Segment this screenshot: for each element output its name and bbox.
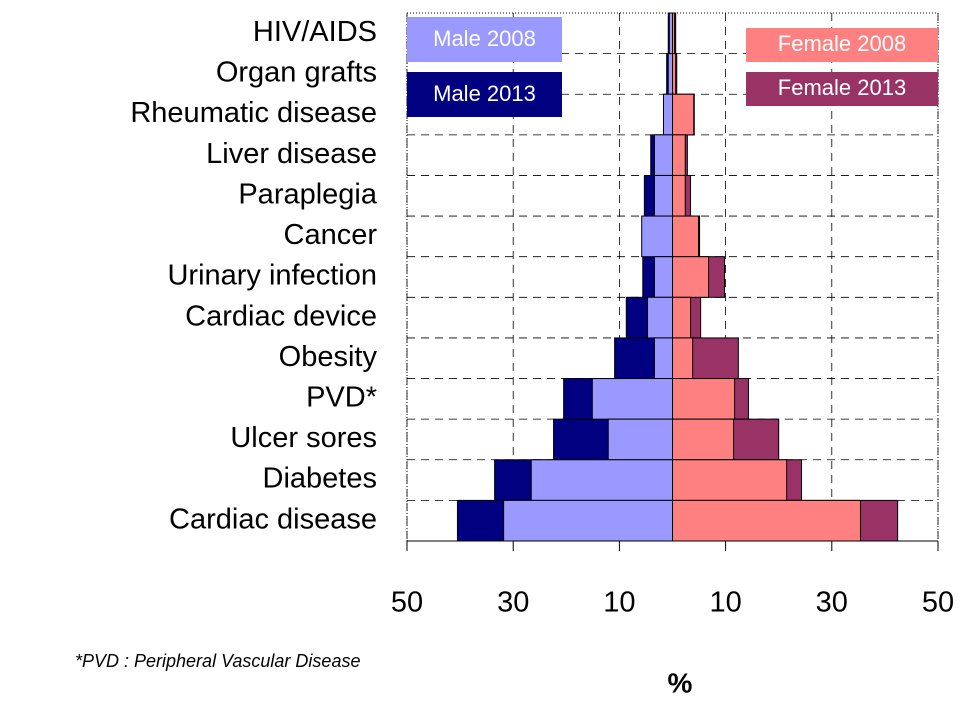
- category-label: Diabetes: [263, 463, 377, 495]
- bar: [591, 378, 673, 420]
- bar: [607, 418, 674, 461]
- x-tick-label: 30: [497, 587, 529, 619]
- bar: [530, 459, 674, 501]
- category-label: Rheumatic disease: [130, 97, 377, 129]
- bar: [653, 174, 673, 217]
- bar: [672, 174, 686, 217]
- category-label: Ulcer sores: [230, 422, 377, 454]
- legend-label: Male 2013: [433, 81, 536, 106]
- bar: [672, 134, 686, 176]
- category-label: PVD*: [306, 382, 377, 414]
- bar: [672, 459, 788, 501]
- bar: [672, 337, 694, 380]
- x-tick-label: 50: [922, 587, 954, 619]
- bar: [672, 296, 692, 339]
- legend-swatch: [746, 28, 938, 62]
- x-tick-label: 10: [709, 587, 741, 619]
- legend-label: Female 2013: [778, 75, 906, 100]
- category-label: Organ grafts: [216, 57, 377, 89]
- bar: [672, 418, 735, 461]
- x-tick-label: 50: [391, 587, 423, 619]
- legend-swatch: [407, 17, 562, 62]
- bar: [662, 93, 674, 136]
- bar: [653, 256, 673, 298]
- plot-frame: [406, 12, 939, 542]
- bar: [672, 256, 710, 298]
- bar: [672, 378, 736, 420]
- bars: [456, 12, 899, 542]
- bar: [503, 499, 673, 542]
- x-tick-label: 30: [816, 587, 848, 619]
- category-label: HIV/AIDS: [253, 16, 377, 48]
- legend: Male 2013 Male 2008 Female 2013 Female 2008: [407, 17, 938, 117]
- bar: [653, 134, 673, 176]
- legend-swatch: [407, 72, 562, 117]
- footnote: *PVD : Peripheral Vascular Disease: [75, 651, 360, 671]
- category-label: Cardiac disease: [169, 503, 377, 535]
- category-label: Cancer: [284, 219, 378, 251]
- bar: [672, 499, 861, 542]
- bar: [672, 215, 700, 258]
- bar: [672, 93, 695, 136]
- bar: [647, 296, 674, 339]
- x-tick-label: 10: [603, 587, 635, 619]
- bar: [667, 53, 674, 95]
- bar: [641, 215, 674, 258]
- legend-label: Female 2008: [778, 31, 906, 56]
- bar: [653, 337, 673, 380]
- legend-swatch: [746, 72, 938, 106]
- legend-label: Male 2008: [433, 26, 536, 51]
- category-label: Paraplegia: [238, 178, 378, 210]
- category-label: Liver disease: [206, 138, 377, 170]
- category-label: Cardiac device: [185, 300, 377, 332]
- category-label: Obesity: [279, 341, 378, 373]
- category-label: Urinary infection: [167, 260, 377, 292]
- x-axis-label: %: [668, 667, 693, 697]
